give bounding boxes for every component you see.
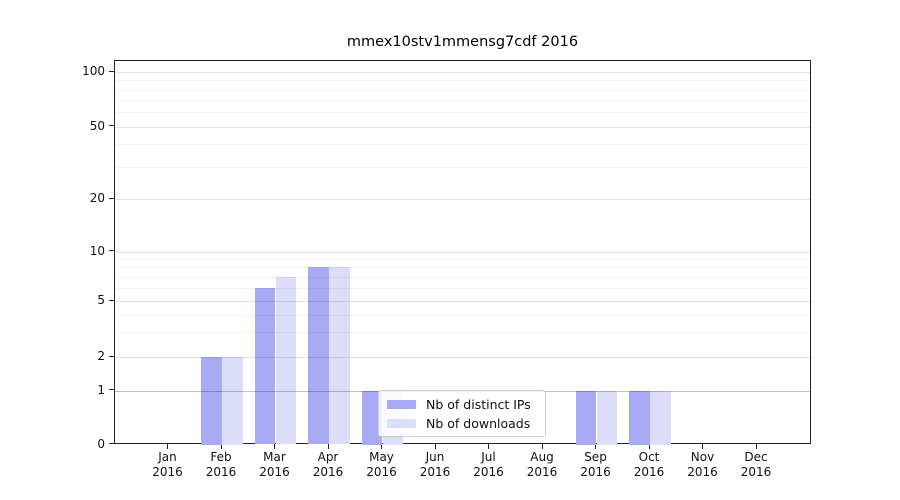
- bar-oct-downloads: [650, 390, 671, 445]
- chart-title: mmex10stv1mmensg7cdf 2016: [346, 34, 579, 50]
- bar-apr-downloads: [329, 267, 350, 445]
- x-tick-mark-may: [381, 443, 382, 449]
- legend: Nb of distinct IPs Nb of downloads: [378, 390, 546, 437]
- bar-apr-distinct-ips: [308, 267, 329, 445]
- y-tick-label-1: 1: [97, 382, 105, 397]
- x-tick-label-jun: Jun 2016: [419, 450, 451, 479]
- y-tick-label-10: 10: [89, 243, 105, 258]
- y-tick-mark-20: [109, 197, 114, 199]
- x-tick-mark-jan: [167, 443, 168, 449]
- bars-layer: [115, 61, 810, 445]
- legend-label-downloads: Nb of downloads: [426, 415, 531, 431]
- bar-feb-downloads: [222, 357, 243, 445]
- bar-mar-distinct-ips: [254, 287, 276, 445]
- x-tick-label-feb: Feb 2016: [205, 450, 237, 479]
- x-tick-mark-nov: [702, 443, 703, 449]
- y-tick-label-5: 5: [97, 293, 105, 307]
- legend-swatch-distinct-ips: [387, 399, 416, 409]
- x-tick-mark-jul: [488, 443, 489, 449]
- y-tick-mark-0: [109, 443, 114, 444]
- x-tick-mark-mar: [274, 443, 275, 449]
- bar-mar-downloads: [275, 276, 297, 445]
- plot-area: [114, 60, 811, 445]
- y-tick-mark-1: [109, 389, 114, 390]
- y-tick-mark-5: [109, 299, 114, 301]
- x-tick-mark-aug: [541, 443, 543, 449]
- legend-entry-distinct-ips: Nb of distinct IPs: [387, 397, 537, 412]
- bar-sep-downloads: [596, 390, 618, 445]
- x-tick-mark-dec: [755, 443, 757, 449]
- y-tick-label-0: 0: [97, 436, 105, 451]
- x-tick-mark-jun: [434, 443, 436, 449]
- y-tick-mark-10: [109, 250, 114, 251]
- x-tick-mark-oct: [648, 443, 650, 449]
- x-tick-label-dec: Dec 2016: [740, 450, 772, 479]
- y-tick-label-50: 50: [89, 118, 105, 133]
- bar-may-distinct-ips: [361, 390, 383, 445]
- bar-feb-distinct-ips: [201, 357, 222, 445]
- x-tick-label-mar: Mar 2016: [259, 450, 290, 479]
- bar-sep-distinct-ips: [575, 390, 597, 445]
- y-tick-mark-100: [109, 70, 114, 72]
- y-tick-mark-50: [109, 125, 114, 126]
- x-tick-label-jan: Jan 2016: [152, 450, 183, 479]
- y-tick-label-20: 20: [89, 191, 105, 205]
- y-tick-label-100: 100: [82, 64, 105, 78]
- x-tick-label-oct: Oct 2016: [633, 450, 665, 479]
- legend-entry-downloads: Nb of downloads: [387, 416, 537, 431]
- x-tick-mark-sep: [595, 443, 596, 449]
- x-tick-label-jul: Jul 2016: [473, 450, 504, 479]
- y-tick-mark-2: [109, 355, 114, 357]
- x-tick-label-nov: Nov 2016: [687, 450, 718, 479]
- legend-swatch-downloads: [387, 418, 416, 428]
- x-tick-mark-apr: [327, 443, 329, 449]
- y-tick-label-2: 2: [97, 349, 105, 363]
- x-tick-label-apr: Apr 2016: [312, 450, 344, 479]
- x-tick-label-may: May 2016: [366, 450, 397, 479]
- x-tick-label-sep: Sep 2016: [580, 450, 611, 479]
- bar-oct-distinct-ips: [629, 390, 650, 445]
- x-tick-label-aug: Aug 2016: [526, 450, 558, 479]
- x-tick-mark-feb: [220, 443, 222, 449]
- legend-label-distinct-ips: Nb of distinct IPs: [426, 396, 531, 412]
